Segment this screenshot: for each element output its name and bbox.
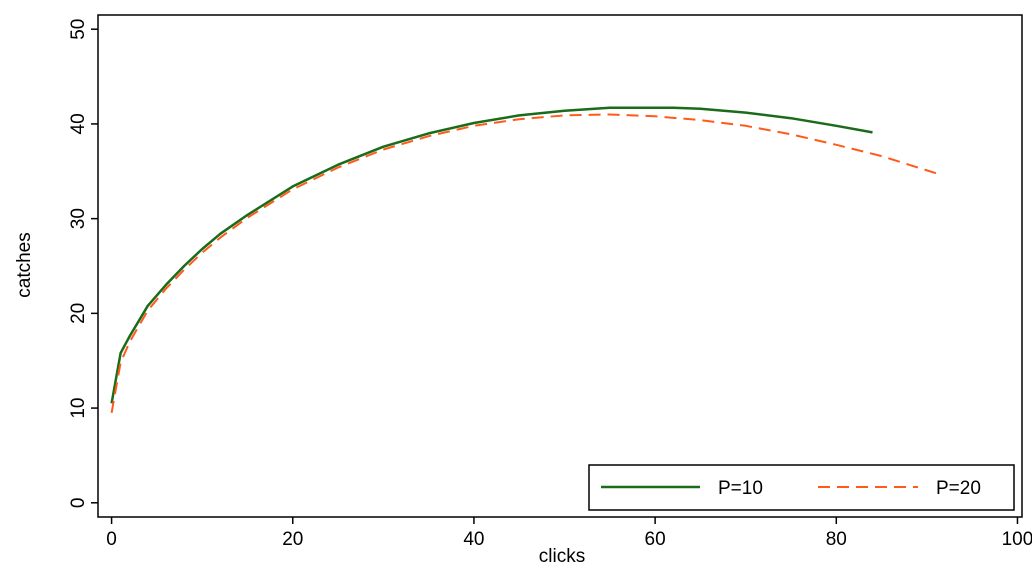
x-tick-label: 40 [463,529,484,550]
plot-frame [97,14,1023,518]
x-tick-label: 20 [282,529,303,550]
series-line-p20 [110,113,937,413]
y-tick-label: 0 [68,498,89,509]
y-tick-label: 10 [68,398,89,419]
y-tick-label: 30 [68,208,89,229]
series-layer [110,106,937,413]
x-tick-label: 60 [645,529,666,550]
x-axis-title: clicks [539,546,585,567]
x-tick-label: 100 [1002,529,1032,550]
legend-label-p10: P=10 [718,478,763,499]
x-tick-label: 80 [826,529,847,550]
y-tick-label: 50 [68,19,89,40]
y-tick-label: 40 [68,113,89,134]
legend-label-p20: P=20 [936,478,981,499]
x-tick-label: 0 [106,529,117,550]
x-axis: 0 20 40 60 80 100 [106,517,1032,550]
legend: P=10 P=20 [588,464,1015,511]
y-axis: 0 10 20 30 40 50 [68,19,98,508]
y-tick-label: 20 [68,303,89,324]
y-axis-title: catches [14,232,35,297]
series-line-p10 [110,106,873,404]
